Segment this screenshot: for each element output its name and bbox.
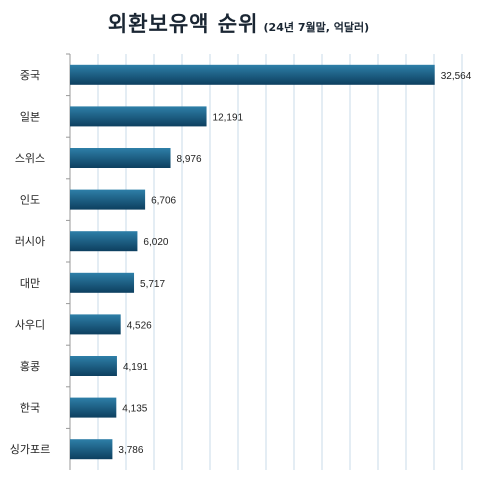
category-label: 일본 — [20, 109, 40, 123]
category-label: 대만 — [20, 277, 40, 290]
chart-title-block: 외환보유액 순위 (24년 7월말, 억달러) — [0, 8, 477, 38]
data-label: 4,526 — [127, 320, 152, 331]
data-label: 6,020 — [143, 237, 168, 248]
data-label: 4,135 — [122, 404, 147, 415]
data-label: 3,786 — [118, 445, 143, 456]
bar — [70, 439, 113, 460]
category-label: 스위스 — [15, 152, 45, 165]
category-label: 싱가포르 — [10, 443, 50, 456]
chart-subtitle: (24년 7월말, 억달러) — [263, 21, 370, 34]
bar — [70, 106, 207, 127]
data-label: 12,191 — [213, 112, 244, 123]
data-label: 32,564 — [441, 71, 472, 82]
data-label: 5,717 — [140, 279, 165, 290]
category-label: 러시아 — [15, 235, 45, 248]
bar — [70, 272, 135, 293]
data-label: 4,191 — [123, 362, 148, 373]
bar — [70, 356, 117, 376]
chart-title: 외환보유액 순위 — [107, 12, 259, 36]
category-label: 홍콩 — [20, 359, 40, 373]
data-label: 8,976 — [177, 154, 202, 165]
bar — [70, 189, 146, 210]
category-label: 사우디 — [15, 318, 45, 331]
bar — [70, 231, 138, 252]
bars: 중국 32,564 일본 12,191 스위스 8,976 인도 6,706 러시아 6,020 대… — [10, 53, 472, 460]
bar — [70, 64, 435, 85]
bar — [70, 148, 171, 168]
data-label: 6,706 — [151, 196, 176, 207]
bar — [70, 397, 117, 418]
category-label: 인도 — [20, 194, 40, 207]
category-label: 중국 — [20, 69, 40, 82]
category-label: 한국 — [20, 402, 40, 415]
bar — [70, 314, 121, 335]
gridlines — [69, 54, 463, 470]
